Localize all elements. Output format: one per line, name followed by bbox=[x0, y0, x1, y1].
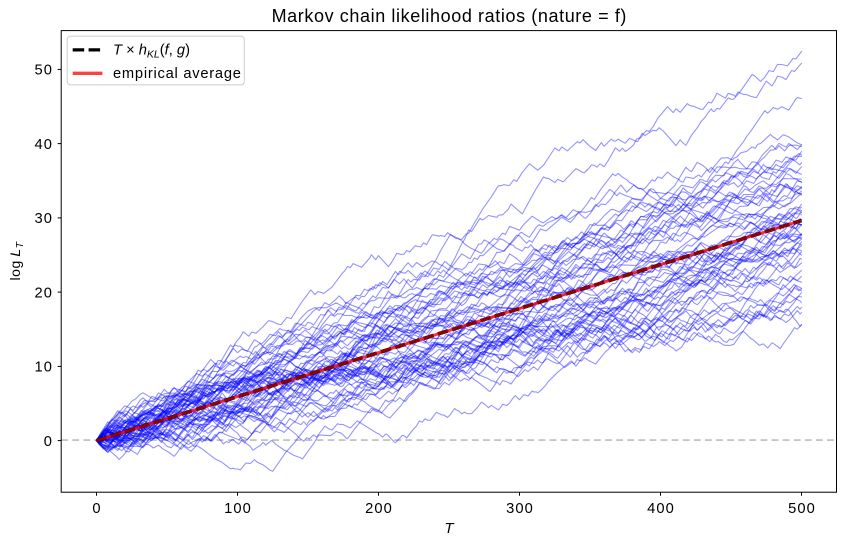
svg-text:empirical average: empirical average bbox=[113, 66, 242, 82]
svg-text:0: 0 bbox=[92, 501, 101, 517]
svg-text:40: 40 bbox=[34, 137, 53, 153]
svg-text:Markov chain likelihood ratios: Markov chain likelihood ratios (nature =… bbox=[272, 6, 627, 26]
svg-text:400: 400 bbox=[647, 501, 675, 517]
svg-text:0: 0 bbox=[44, 434, 53, 450]
svg-text:T: T bbox=[444, 520, 455, 537]
svg-text:200: 200 bbox=[365, 501, 393, 517]
svg-text:500: 500 bbox=[788, 501, 816, 517]
svg-text:100: 100 bbox=[224, 501, 252, 517]
svg-text:300: 300 bbox=[506, 501, 534, 517]
svg-text:10: 10 bbox=[34, 360, 53, 376]
svg-text:T × hKL(f, g): T × hKL(f, g) bbox=[113, 43, 190, 61]
svg-text:50: 50 bbox=[34, 63, 53, 79]
svg-text:30: 30 bbox=[34, 211, 53, 227]
svg-text:20: 20 bbox=[34, 285, 53, 301]
svg-text:log LT: log LT bbox=[7, 241, 26, 280]
